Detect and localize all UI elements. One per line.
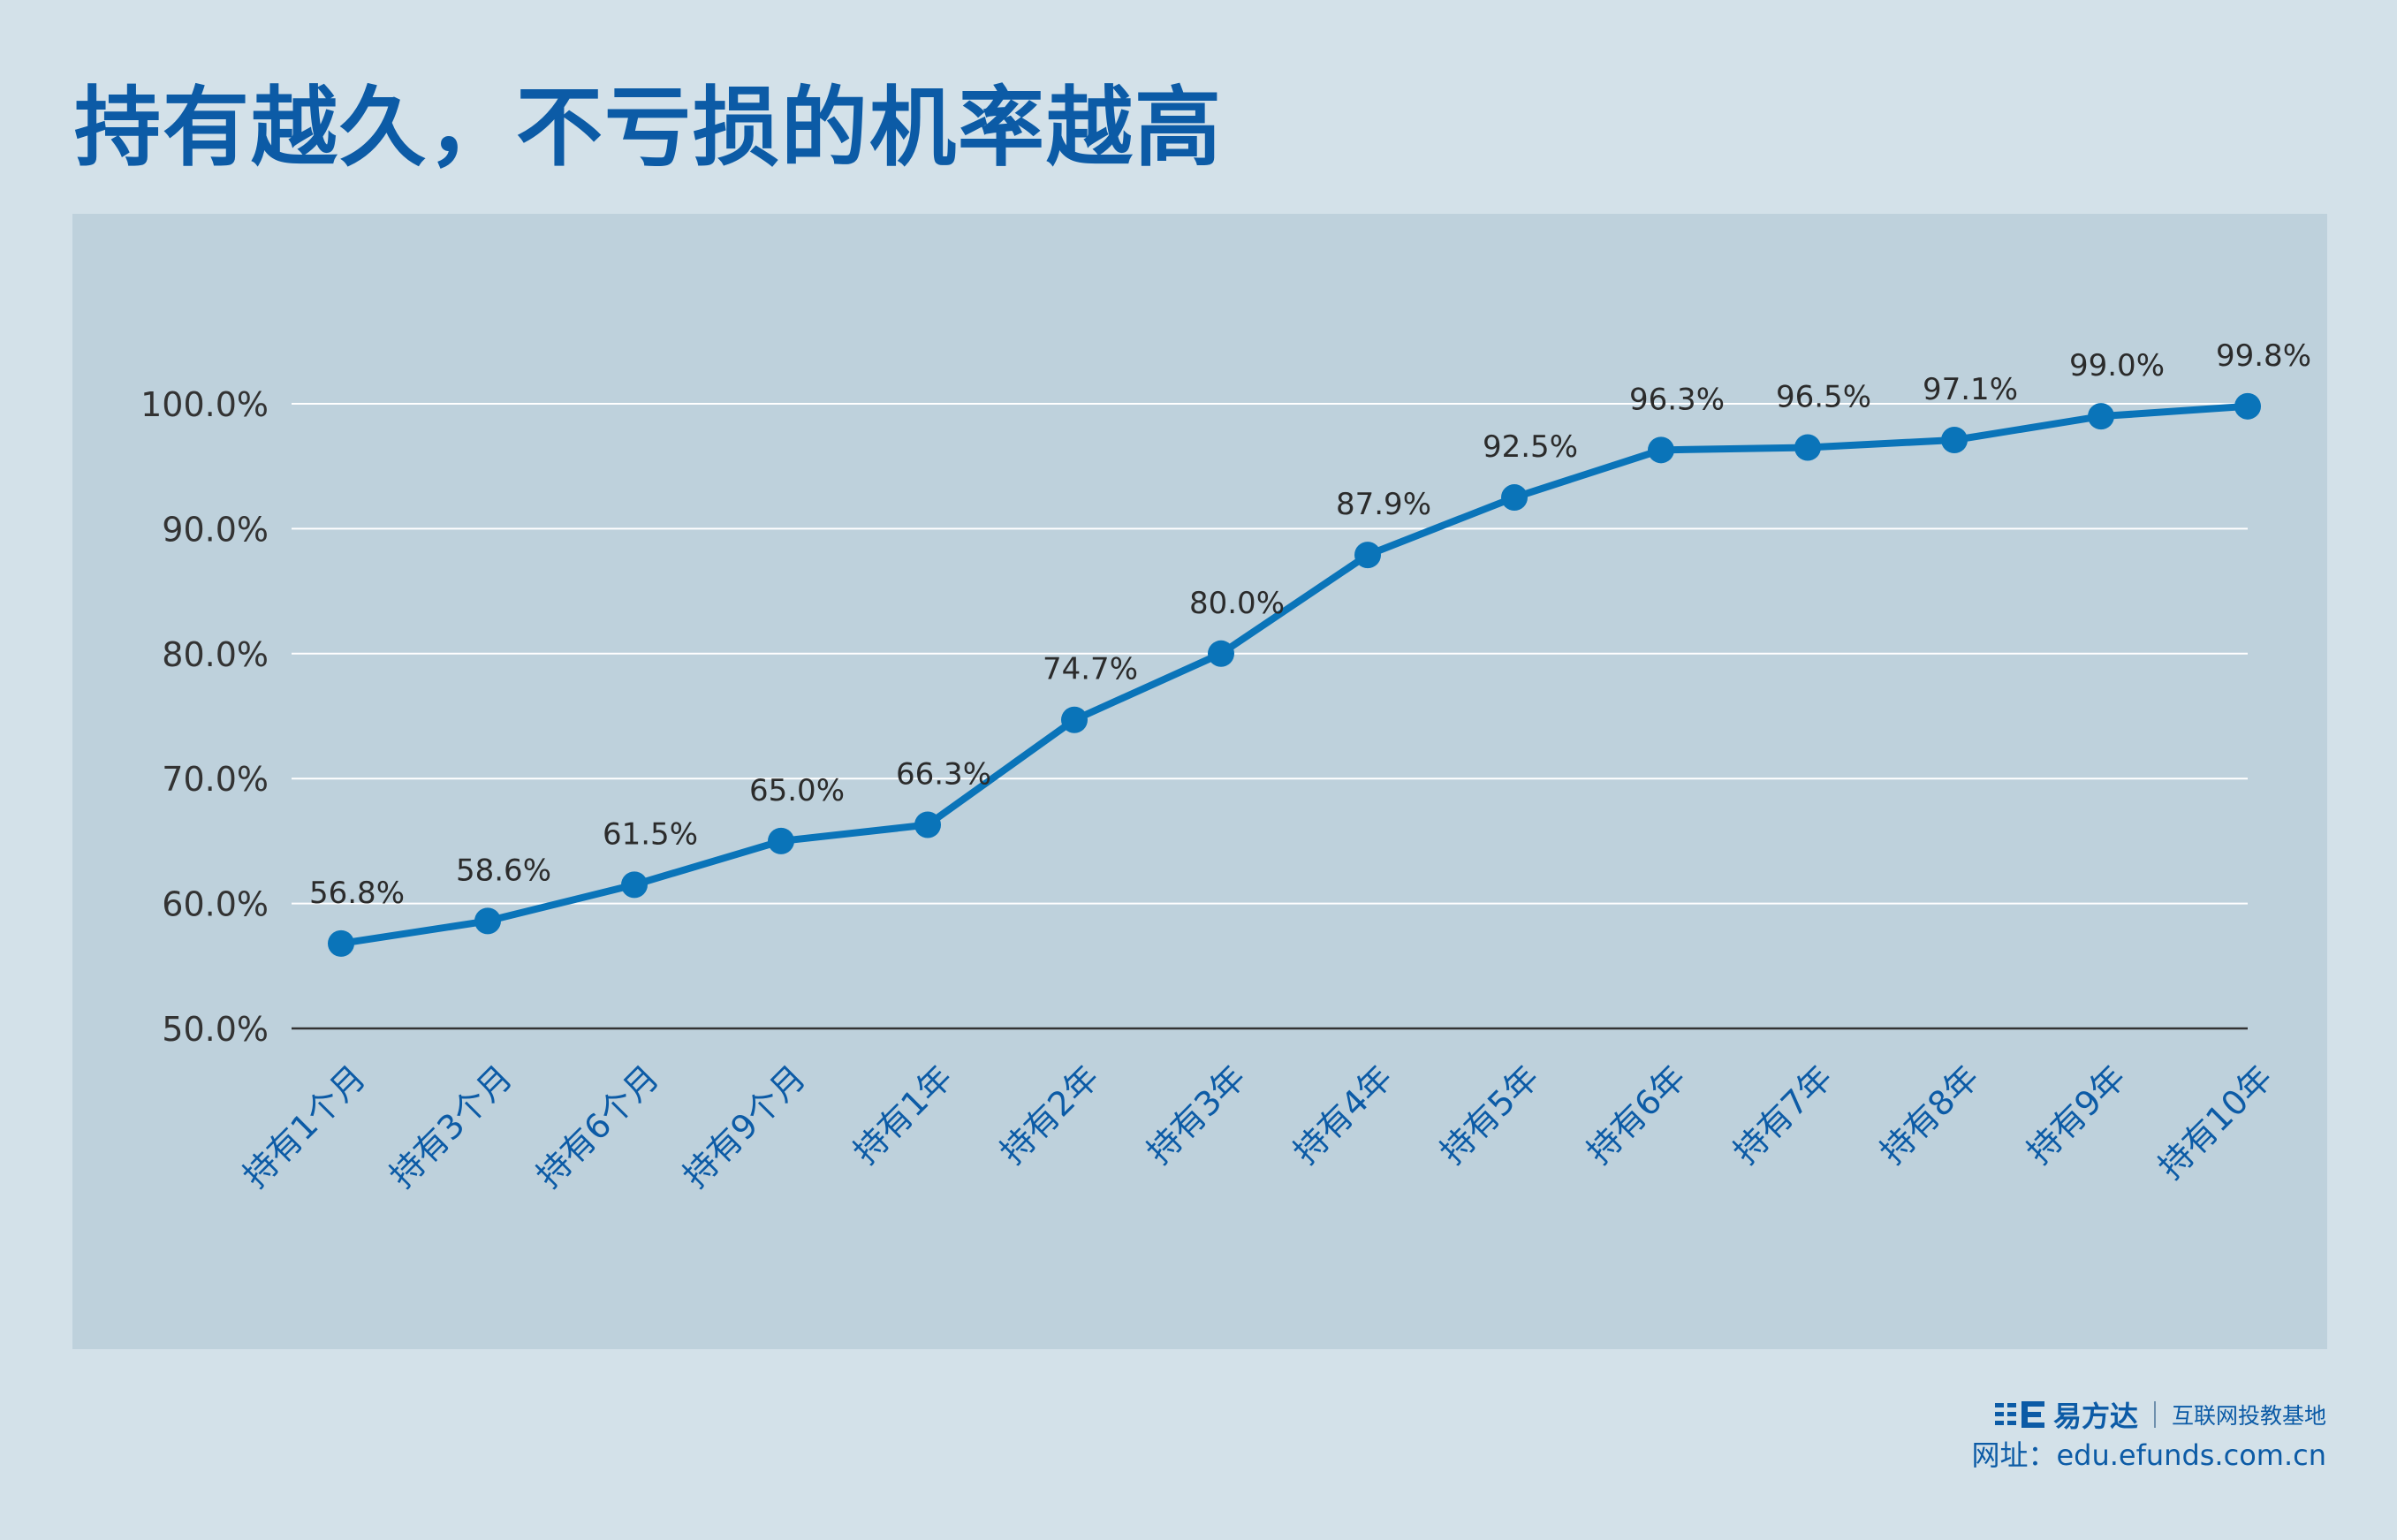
data-point	[2234, 392, 2261, 420]
data-label: 66.3%	[896, 757, 991, 793]
brand-divider	[2153, 1401, 2156, 1428]
line-chart: 50.0% 60.0% 70.0% 80.0% 90.0% 100.0% 56.8% 58.…	[140, 338, 2311, 1195]
grid-lines	[292, 403, 2248, 905]
x-tick-label: 持有7年	[1726, 1058, 1840, 1172]
x-tick-label: 持有1年	[846, 1058, 960, 1172]
x-tick-label: 持有10年	[2150, 1058, 2279, 1187]
data-label: 80.0%	[1189, 586, 1285, 621]
x-tick-label: 持有2年	[993, 1058, 1107, 1172]
x-tick-label: 持有5年	[1433, 1058, 1547, 1172]
data-point	[768, 827, 794, 854]
x-tick-label: 持有3个月	[383, 1058, 520, 1195]
data-point	[328, 929, 354, 957]
x-tick-label: 持有6个月	[529, 1058, 667, 1195]
y-tick-label: 80.0%	[162, 635, 269, 674]
data-label: 58.6%	[456, 853, 551, 888]
x-tick-label: 持有8年	[1873, 1058, 1987, 1172]
y-axis-tick-labels: 50.0% 60.0% 70.0% 80.0% 90.0% 100.0%	[140, 385, 269, 1049]
page-title: 持有越久，不亏损的机率越高	[74, 78, 1224, 178]
data-label: 87.9%	[1336, 487, 1431, 522]
data-point	[1208, 640, 1234, 667]
data-labels: 56.8% 58.6% 61.5% 65.0% 66.3% 74.7% 80.0% 87.9%…	[309, 338, 2311, 911]
data-label: 99.0%	[2069, 348, 2165, 383]
y-tick-label: 50.0%	[162, 1010, 269, 1049]
data-label: 92.5%	[1483, 429, 1578, 465]
x-tick-label: 持有6年	[1580, 1058, 1694, 1172]
x-tick-label: 持有3年	[1140, 1058, 1254, 1172]
data-label: 61.5%	[603, 816, 698, 852]
data-label: 96.3%	[1629, 382, 1725, 417]
brand-name: 易方达	[2052, 1400, 2138, 1433]
x-tick-label: 持有9个月	[676, 1058, 814, 1195]
y-tick-label: 100.0%	[140, 385, 269, 424]
data-point	[474, 907, 501, 935]
x-tick-label: 持有4年	[1286, 1058, 1400, 1172]
x-tick-label: 持有9年	[2020, 1058, 2134, 1172]
y-tick-label: 70.0%	[162, 760, 269, 799]
data-label: 99.8%	[2216, 338, 2311, 374]
data-point	[1061, 706, 1088, 733]
data-label: 65.0%	[749, 773, 845, 808]
data-point	[1354, 542, 1381, 569]
data-point	[2088, 403, 2114, 430]
brand-block: 易方达 互联网投教基地	[1994, 1394, 2326, 1435]
data-label: 74.7%	[1043, 652, 1138, 687]
data-label: 56.8%	[309, 876, 405, 911]
website-address: 网址：edu.efunds.com.cn	[1971, 1438, 2326, 1472]
chart-panel: 50.0% 60.0% 70.0% 80.0% 90.0% 100.0% 56.8% 58.…	[72, 214, 2327, 1349]
brand-slogan: 互联网投教基地	[2171, 1403, 2326, 1429]
data-point	[621, 871, 648, 899]
x-tick-label: 持有1个月	[236, 1058, 374, 1195]
series-line	[338, 402, 2251, 947]
y-tick-label: 90.0%	[162, 510, 269, 549]
data-label: 97.1%	[1923, 372, 2018, 407]
data-point	[1794, 434, 1821, 461]
data-point	[1941, 427, 1968, 454]
data-point	[914, 811, 941, 838]
series-line-layer	[338, 402, 2251, 947]
data-point	[1501, 484, 1528, 512]
x-axis-category-labels: 持有1个月 持有3个月 持有6个月 持有9个月 持有1年 持有2年 持有3年 持有4年 持有5年…	[236, 1058, 2280, 1195]
efunds-logo-icon	[1994, 1401, 2044, 1428]
data-label: 96.5%	[1776, 379, 1871, 414]
data-points	[328, 392, 2261, 957]
data-point	[1648, 436, 1674, 464]
y-tick-label: 60.0%	[162, 885, 269, 924]
